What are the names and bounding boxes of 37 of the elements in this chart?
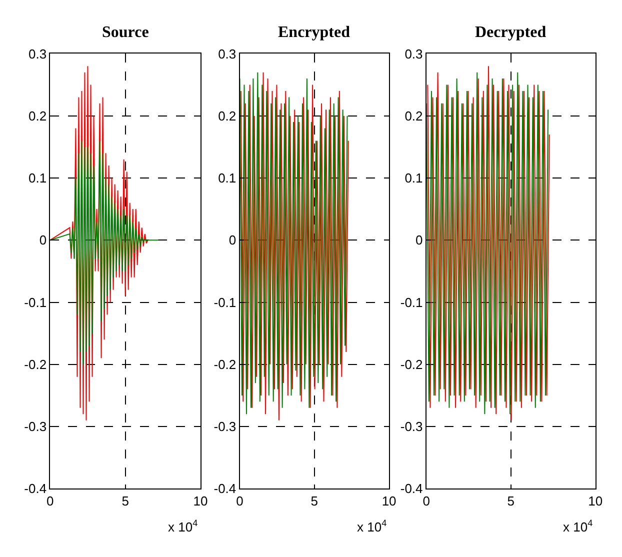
y-tick-label: 0.3 — [218, 46, 236, 62]
chart-title: Decrypted — [475, 24, 546, 41]
text: x 10$^{4}$ — [357, 518, 387, 534]
y-tick-label: -0.2 — [400, 356, 423, 372]
y-tick-label: 0.1 — [28, 170, 47, 186]
x-tick-label: 5 — [122, 493, 129, 508]
x-tick-label: 10 — [382, 493, 396, 508]
y-tick-label: 0.2 — [28, 108, 47, 124]
y-tick-label: 0 — [416, 232, 423, 248]
y-tick-label: -0.3 — [24, 419, 47, 434]
x-tick-label: 5 — [507, 493, 514, 508]
y-tick-label: -0.4 — [400, 481, 423, 496]
y-tick-label: -0.3 — [400, 419, 423, 434]
y-tick-label: -0.2 — [214, 356, 236, 372]
y-tick-label: -0.1 — [214, 294, 236, 310]
y-tick-label: -0.1 — [400, 294, 423, 310]
text: x 10$^{4}$ — [168, 518, 198, 534]
y-tick-label: 0.1 — [404, 170, 423, 186]
line-series — [50, 140, 159, 365]
y-tick-label: 0 — [39, 232, 47, 248]
y-tick-label: 0.2 — [404, 108, 423, 124]
y-tick-label: -0.3 — [214, 419, 236, 434]
y-tick-label: 0 — [228, 232, 236, 248]
x-tick-label: 10 — [588, 493, 603, 508]
x-tick-label: 5 — [310, 493, 318, 508]
y-tick-label: -0.1 — [24, 294, 47, 310]
y-tick-label: -0.4 — [214, 481, 236, 496]
y-tick-label: 0.2 — [218, 108, 236, 124]
chart-title: Source — [102, 24, 149, 41]
y-tick-label: 0.1 — [218, 170, 236, 186]
y-tick-label: 0.3 — [28, 46, 47, 62]
y-tick-label: 0.3 — [404, 46, 423, 62]
chart-title: Encrypted — [278, 24, 350, 41]
y-tick-label: -0.2 — [24, 356, 47, 372]
x-tick-label: 10 — [193, 493, 208, 508]
text: x 10$^{4}$ — [563, 518, 593, 534]
y-tick-label: -0.4 — [24, 481, 47, 496]
